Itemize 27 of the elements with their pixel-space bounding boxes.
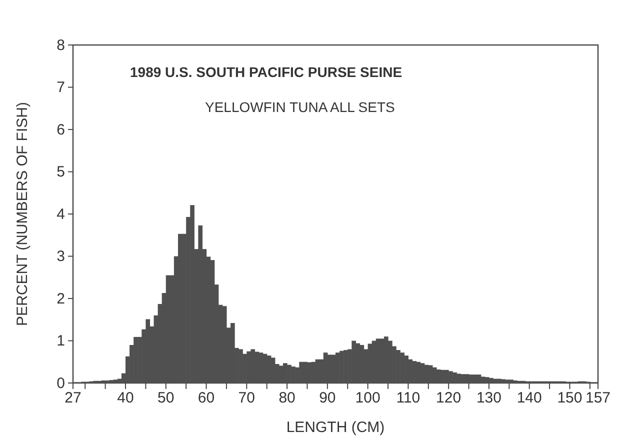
x-tick-label: 140 (516, 390, 542, 407)
x-tick-label: 27 (64, 390, 82, 407)
y-tick-label: 2 (56, 290, 65, 308)
x-tick-label: 60 (198, 390, 215, 407)
x-tick-label: 80 (278, 390, 296, 407)
x-tick-label: 157 (585, 390, 611, 407)
y-tick-label: 8 (56, 36, 65, 54)
y-tick-label: 6 (56, 121, 65, 138)
x-tick-label: 50 (158, 390, 174, 407)
x-tick-label: 90 (319, 390, 336, 407)
y-tick-label: 4 (56, 206, 65, 223)
x-tick-label: 120 (436, 390, 462, 407)
y-tick-label: 5 (56, 164, 65, 181)
y-tick-label: 1 (56, 332, 65, 350)
x-axis-title: LENGTH (CM) (286, 419, 385, 436)
y-tick-label: 3 (56, 248, 65, 266)
text: 1989 U.S. SOUTH PACIFIC PURSE SEINE (130, 64, 402, 80)
x-tick-label: 70 (238, 390, 255, 407)
x-tick-label: 100 (355, 390, 380, 407)
x-tick-label: 150 (557, 390, 582, 407)
x-tick-label: 40 (117, 390, 134, 407)
y-tick-label: 7 (56, 79, 65, 96)
text: YELLOWFIN TUNA ALL SETS (205, 99, 395, 115)
x-tick-label: 110 (396, 390, 420, 407)
y-tick-label: 0 (56, 374, 65, 392)
x-tick-label: 130 (476, 390, 502, 407)
y-axis-title: PERCENT (NUMBERS OF FISH) (14, 102, 31, 326)
